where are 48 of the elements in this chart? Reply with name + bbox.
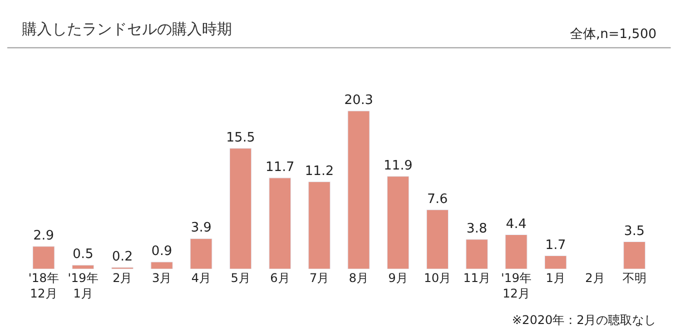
bar <box>426 210 449 269</box>
chart-subtitle: 全体,n=1,500 <box>570 27 656 42</box>
bar <box>544 256 567 269</box>
x-tick-label: '19年 1月 <box>68 271 98 301</box>
x-tick-label: 10月 <box>424 271 452 285</box>
data-label: 7.6 <box>427 192 448 207</box>
data-label: 3.8 <box>466 221 488 236</box>
data-label: 3.9 <box>190 220 212 236</box>
bar <box>72 264 94 269</box>
x-tick-label: 2月 <box>112 271 132 285</box>
x-tick-label: 9月 <box>388 271 408 285</box>
x-tick-label: 8月 <box>348 271 369 285</box>
data-label: 0.9 <box>151 244 172 259</box>
data-label: 4.4 <box>506 216 527 232</box>
bar <box>190 238 212 269</box>
x-tick-label: 不明 <box>622 271 646 285</box>
data-label: 20.3 <box>344 92 374 108</box>
bar <box>229 148 252 269</box>
chart-title: 購入したランドセルの購入時期 <box>22 20 232 38</box>
bar <box>623 242 646 269</box>
x-tick-label: 11月 <box>463 271 490 285</box>
x-tick-label: 4月 <box>191 271 211 285</box>
bar <box>466 239 488 269</box>
bar <box>505 234 528 269</box>
data-label: 11.9 <box>384 158 413 174</box>
bar <box>308 182 330 269</box>
bar <box>150 262 173 269</box>
x-tick-label: 5月 <box>230 271 250 285</box>
bar <box>32 246 55 269</box>
text: ※2020年：2月の聴取なし <box>512 313 656 327</box>
data-label: 11.7 <box>265 160 294 175</box>
x-tick-label: 3月 <box>152 271 172 285</box>
x-tick-label: 1月 <box>546 271 566 285</box>
x-tick-label: '18年 12月 <box>28 271 59 301</box>
x-tick-label: 6月 <box>270 271 290 285</box>
data-label: 0.2 <box>112 249 133 264</box>
data-label: 15.5 <box>226 130 256 146</box>
x-tick-label: '19年 12月 <box>500 271 532 301</box>
data-label: 1.7 <box>545 238 566 253</box>
x-tick-label: 2月 <box>585 271 605 285</box>
data-label: 0.5 <box>72 247 94 262</box>
bar <box>268 178 292 269</box>
data-label: 3.5 <box>624 224 645 239</box>
bar <box>386 176 410 269</box>
bar <box>348 110 370 269</box>
data-label: 2.9 <box>33 228 54 244</box>
data-label: 11.2 <box>304 164 334 179</box>
x-tick-label: 7月 <box>309 271 330 285</box>
